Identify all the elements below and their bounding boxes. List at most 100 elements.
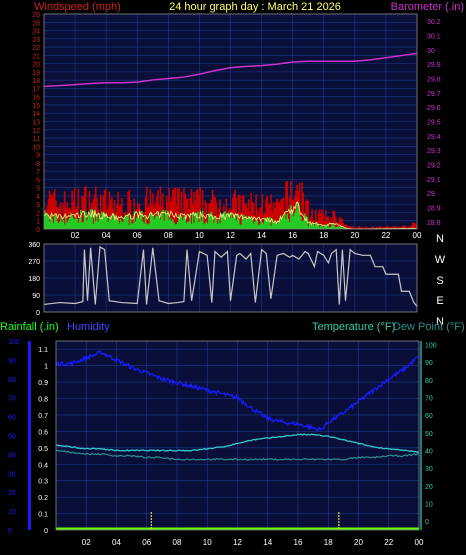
wind-average-bar: [208, 213, 210, 229]
wind-tick-label: 16: [32, 95, 40, 102]
wind-gust-bar: [173, 188, 175, 229]
wind-tick-label: 11: [33, 136, 40, 143]
wind-average-bar: [86, 220, 88, 229]
wind-gust-bar: [266, 195, 269, 229]
wind-gust-bar: [358, 226, 361, 229]
wind-average-bar: [66, 222, 68, 229]
wind-gust-bar: [172, 189, 174, 229]
wind-average-bar: [114, 217, 117, 229]
wind-gust-bar: [317, 213, 320, 229]
wind-gust-bar: [214, 197, 216, 229]
wind-average-bar: [338, 226, 341, 229]
wind-gust-bar: [348, 225, 351, 229]
wind-average-bar: [179, 215, 182, 229]
wind-gust-bar: [88, 190, 91, 229]
wind-average-bar: [285, 219, 287, 229]
wind-average-bar: [175, 224, 178, 229]
rain-tick-label: 1: [44, 364, 48, 371]
wind-gust-bar: [196, 188, 199, 229]
baro-tick-label: 29.7: [427, 91, 441, 98]
x-tick-label: 16: [294, 538, 303, 547]
wind-gust-bar: [372, 226, 374, 229]
wind-average-bar: [328, 227, 331, 229]
baro-tick-label: 30: [427, 48, 435, 55]
wind-average-bar: [315, 223, 317, 229]
humidity-tick-label: 60: [8, 415, 16, 422]
x-tick-label: 12: [233, 538, 242, 547]
baro-tick-label: 29.9: [427, 62, 441, 69]
wind-average-bar: [296, 202, 298, 229]
wind-gust-bar: [320, 212, 322, 229]
temperature-tick-label: 20: [425, 484, 433, 491]
wind-gust-bar: [73, 187, 76, 229]
wind-gust-bar: [414, 223, 417, 229]
wind-average-bar: [73, 219, 76, 229]
wind-average-bar: [173, 222, 175, 229]
wind-gust-bar: [104, 188, 107, 229]
wind-average-bar: [104, 214, 107, 229]
wind-average-bar: [81, 222, 83, 229]
wind-gust-bar: [94, 186, 97, 229]
plot-frame: [55, 340, 420, 531]
wind-gust-bar: [83, 187, 86, 229]
wind-average-bar: [293, 213, 296, 229]
wind-average-bar: [246, 219, 249, 229]
temperature-tick-label: 30: [425, 466, 433, 473]
wind-gust-bar: [282, 197, 285, 229]
wind-gust-bar: [302, 192, 305, 229]
wind-average-bar: [203, 224, 205, 229]
wind-gust-bar: [334, 216, 337, 229]
baro-tick-label: 29.3: [427, 148, 441, 155]
wind-average-bar: [85, 212, 87, 229]
wind-gust-bar: [144, 196, 147, 229]
wind-tick-label: 0: [36, 227, 40, 234]
rain-tick-label: 0.6: [38, 429, 48, 436]
wind-average-bar: [244, 219, 246, 229]
wind-average-bar: [333, 225, 336, 229]
barometer-axis-title: Barometer (.in): [391, 1, 464, 13]
wind-average-bar: [301, 221, 303, 229]
wind-average-bar: [259, 224, 261, 229]
wind-gust-bar: [321, 209, 323, 229]
wind-average-bar: [200, 220, 203, 229]
wind-gust-bar: [385, 226, 388, 229]
wind-gust-bar: [51, 195, 54, 229]
dewpoint-axis-title: Dew Point (°F): [393, 321, 465, 333]
wind-average-bar: [292, 216, 295, 229]
wind-gust-bar: [270, 194, 272, 229]
wind-gust-bar: [116, 204, 118, 229]
direction-tick-label: 90: [32, 293, 40, 300]
wind-average-bar: [140, 211, 143, 229]
wind-average-bar: [196, 211, 199, 229]
wind-gust-bar: [143, 211, 146, 229]
wind-average-bar: [53, 215, 56, 229]
wind-average-bar: [205, 221, 208, 229]
wind-average-bar: [298, 212, 301, 229]
wind-average-bar: [58, 221, 61, 229]
wind-average-bar: [313, 225, 316, 229]
wind-gust-bar: [232, 193, 235, 229]
wind-tick-label: 26: [32, 12, 40, 19]
temperature-axis-title: Temperature (°F): [312, 321, 395, 333]
wind-average-bar: [270, 225, 272, 229]
wind-average-bar: [94, 221, 97, 229]
wind-average-bar: [108, 217, 111, 229]
wind-average-bar: [286, 213, 288, 229]
wind-gust-bar: [352, 226, 354, 229]
wind-average-bar: [261, 222, 264, 229]
wind-average-bar: [218, 220, 220, 229]
temperature-tick-label: 60: [425, 413, 433, 420]
wind-average-bar: [310, 223, 312, 229]
wind-average-bar: [46, 213, 49, 229]
compass-label: E: [436, 295, 443, 307]
wind-gust-bar: [311, 209, 313, 229]
wind-gust-bar: [241, 195, 244, 229]
wind-gust-bar: [174, 187, 177, 229]
wind-tick-label: 18: [32, 78, 40, 85]
wind-average-bar: [249, 217, 251, 229]
wind-tick-label: 6: [36, 177, 40, 184]
wind-gust-bar: [169, 202, 172, 229]
rain-tick-label: 0.2: [38, 495, 48, 502]
x-tick-label: 04: [112, 538, 121, 547]
